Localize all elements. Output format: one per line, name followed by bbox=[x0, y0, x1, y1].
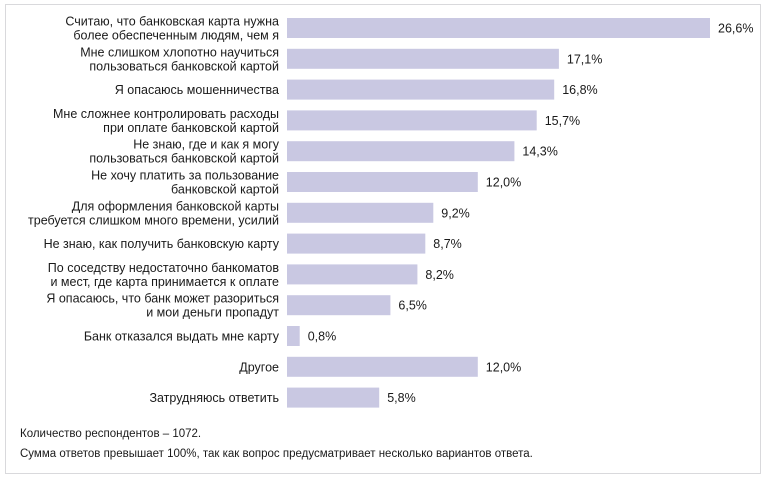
bar-3 bbox=[287, 110, 537, 131]
bar-8 bbox=[287, 264, 418, 285]
value-label-11: 12,0% bbox=[486, 360, 521, 374]
category-label-3: Мне сложнее контролировать расходы при оп… bbox=[53, 107, 279, 135]
value-label-5: 12,0% bbox=[486, 176, 521, 190]
bar-6 bbox=[287, 202, 434, 223]
value-label-12: 5,8% bbox=[387, 391, 416, 405]
bar-4 bbox=[287, 141, 515, 162]
value-label-0: 26,6% bbox=[718, 22, 753, 36]
value-label-2: 16,8% bbox=[562, 83, 597, 97]
bar-7 bbox=[287, 233, 426, 254]
value-label-6: 9,2% bbox=[441, 206, 470, 220]
category-label-2: Я опасаюсь мошенничества bbox=[115, 83, 279, 97]
value-label-10: 0,8% bbox=[308, 330, 337, 344]
bar-0 bbox=[287, 18, 710, 38]
category-label-5: Не хочу платить за пользование банковской… bbox=[91, 169, 279, 197]
sum-note: Сумма ответов превышает 100%, так как во… bbox=[20, 448, 533, 460]
value-label-7: 8,7% bbox=[433, 237, 462, 251]
category-label-9: Я опасаюсь, что банк может разориться и м… bbox=[46, 292, 279, 320]
bar-11 bbox=[287, 356, 478, 377]
category-label-4: Не знаю, где и как я могу пользоваться ба… bbox=[89, 138, 279, 166]
category-label-0: Считаю, что банковская карта нужна более … bbox=[65, 15, 279, 43]
value-label-3: 15,7% bbox=[545, 114, 580, 128]
respondents-note: Количество респондентов – 1072. bbox=[20, 428, 202, 440]
value-label-8: 8,2% bbox=[425, 268, 454, 282]
category-label-12: Затрудняюсь ответить bbox=[149, 391, 279, 405]
category-label-8: По соседству недостаточно банкоматов и ме… bbox=[48, 261, 280, 289]
bar-12 bbox=[287, 387, 380, 408]
bar-10 bbox=[287, 326, 300, 346]
value-label-4: 14,3% bbox=[522, 145, 557, 159]
value-label-1: 17,1% bbox=[567, 52, 602, 66]
bar-2 bbox=[287, 79, 555, 100]
value-label-9: 6,5% bbox=[398, 299, 427, 313]
bar-5 bbox=[287, 172, 478, 192]
category-label-10: Банк отказался выдать мне карту bbox=[84, 330, 280, 344]
category-label-6: Для оформления банковской карты требуется… bbox=[28, 199, 279, 227]
category-label-11: Другое bbox=[239, 360, 279, 374]
bar-1 bbox=[287, 48, 559, 69]
category-label-7: Не знаю, как получить банковскую карту bbox=[44, 237, 280, 251]
category-label-1: Мне слишком хлопотно научиться пользовать… bbox=[80, 45, 279, 73]
bar-9 bbox=[287, 295, 391, 316]
